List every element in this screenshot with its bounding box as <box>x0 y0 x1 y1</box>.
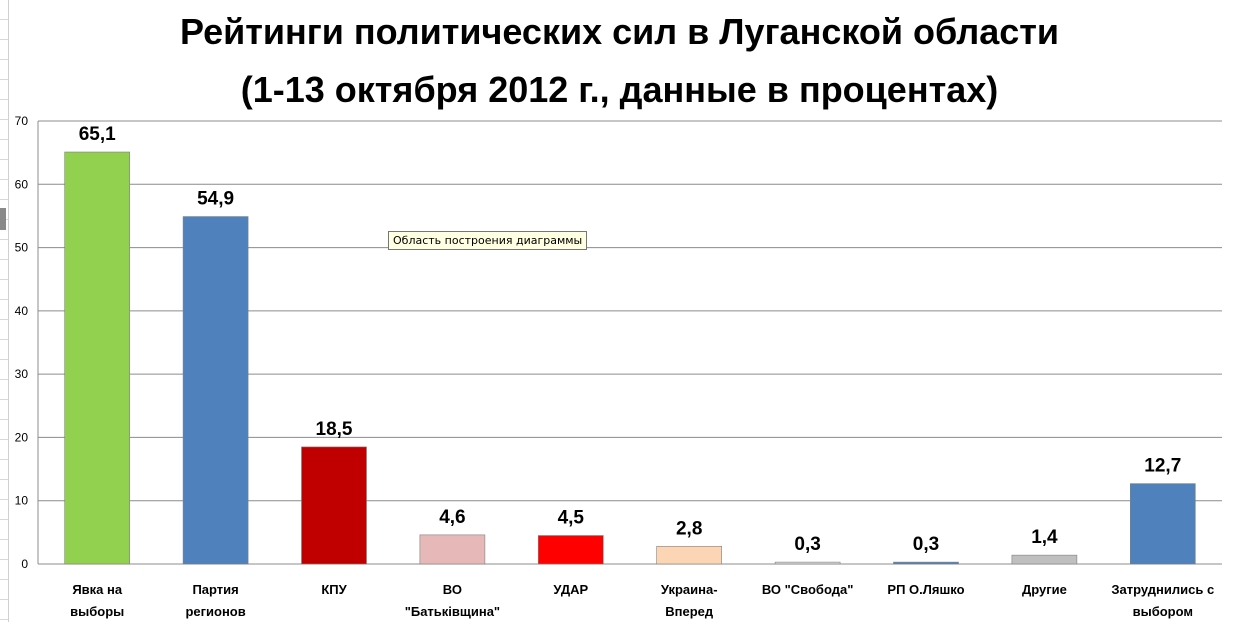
bar <box>182 216 249 565</box>
x-tick-label: УДАР <box>553 582 588 597</box>
plot-area-tooltip: Область построения диаграммы <box>388 231 588 250</box>
x-tick-label: Затруднились с <box>1111 582 1214 597</box>
bar <box>419 534 486 565</box>
resize-handle[interactable] <box>0 208 6 230</box>
data-label: 54,9 <box>197 189 234 210</box>
x-tick-label: Вперед <box>665 604 714 619</box>
bar <box>1130 483 1196 565</box>
x-tick-label: выборы <box>70 604 124 619</box>
bar <box>301 446 367 565</box>
x-tick-label: КПУ <box>321 582 347 597</box>
data-label: 4,5 <box>558 508 585 529</box>
spreadsheet-edge <box>0 0 9 622</box>
bar <box>1011 554 1078 565</box>
data-label: 12,7 <box>1144 456 1181 477</box>
x-tick-label: РП О.Ляшко <box>887 582 964 597</box>
x-tick-label: "Батьківщина" <box>405 604 500 619</box>
y-tick-label: 30 <box>15 367 29 381</box>
y-tick-label: 50 <box>15 241 29 255</box>
bar <box>893 561 959 565</box>
chart-title-line-2: (1-13 октября 2012 г., данные в процента… <box>240 69 999 110</box>
y-tick-label: 60 <box>15 177 29 191</box>
chart-title-line-1: Рейтинги политических сил в Луганской об… <box>179 11 1060 52</box>
bar <box>537 535 604 565</box>
x-tick-label: регионов <box>185 604 245 619</box>
x-tick-label: Партия <box>192 582 238 597</box>
y-tick-label: 10 <box>15 494 29 508</box>
x-tick-label: ВО "Свобода" <box>762 582 854 597</box>
y-tick-label: 40 <box>15 304 29 318</box>
y-tick-label: 70 <box>15 114 29 128</box>
bar <box>64 151 130 565</box>
data-label: 4,6 <box>439 507 465 528</box>
x-tick-label: выбором <box>1133 604 1193 619</box>
data-label: 1,4 <box>1031 527 1058 548</box>
bar <box>774 561 841 565</box>
data-label: 2,8 <box>676 518 702 539</box>
data-label: 18,5 <box>316 419 353 440</box>
x-tick-label: Другие <box>1022 582 1067 597</box>
data-label: 65,1 <box>79 124 116 145</box>
data-label: 0,3 <box>913 534 939 555</box>
x-tick-label: Явка на <box>72 582 123 597</box>
y-tick-label: 20 <box>15 430 29 444</box>
bar <box>656 545 723 565</box>
data-label: 0,3 <box>794 534 820 555</box>
y-tick-label: 0 <box>21 557 28 571</box>
x-tick-label: ВО <box>443 582 462 597</box>
x-tick-label: Украина- <box>661 582 718 597</box>
